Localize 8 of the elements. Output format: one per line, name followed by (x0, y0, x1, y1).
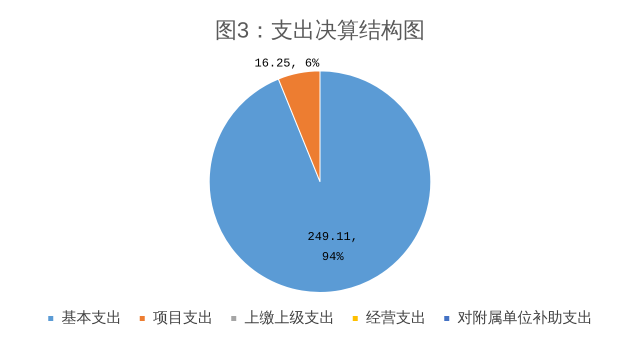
chart-title: 图3：支出决算结构图 (214, 17, 426, 42)
legend-label: 对附属单位补助支出 (457, 310, 592, 327)
data-label: 249.11, 94% (308, 230, 358, 264)
legend-label: 经营支出 (366, 310, 426, 327)
legend-label: 上缴上级支出 (244, 310, 334, 327)
legend-label: 项目支出 (152, 310, 213, 327)
data-label: 16.25, 6% (254, 56, 320, 70)
legend-label: 基本支出 (61, 310, 122, 327)
